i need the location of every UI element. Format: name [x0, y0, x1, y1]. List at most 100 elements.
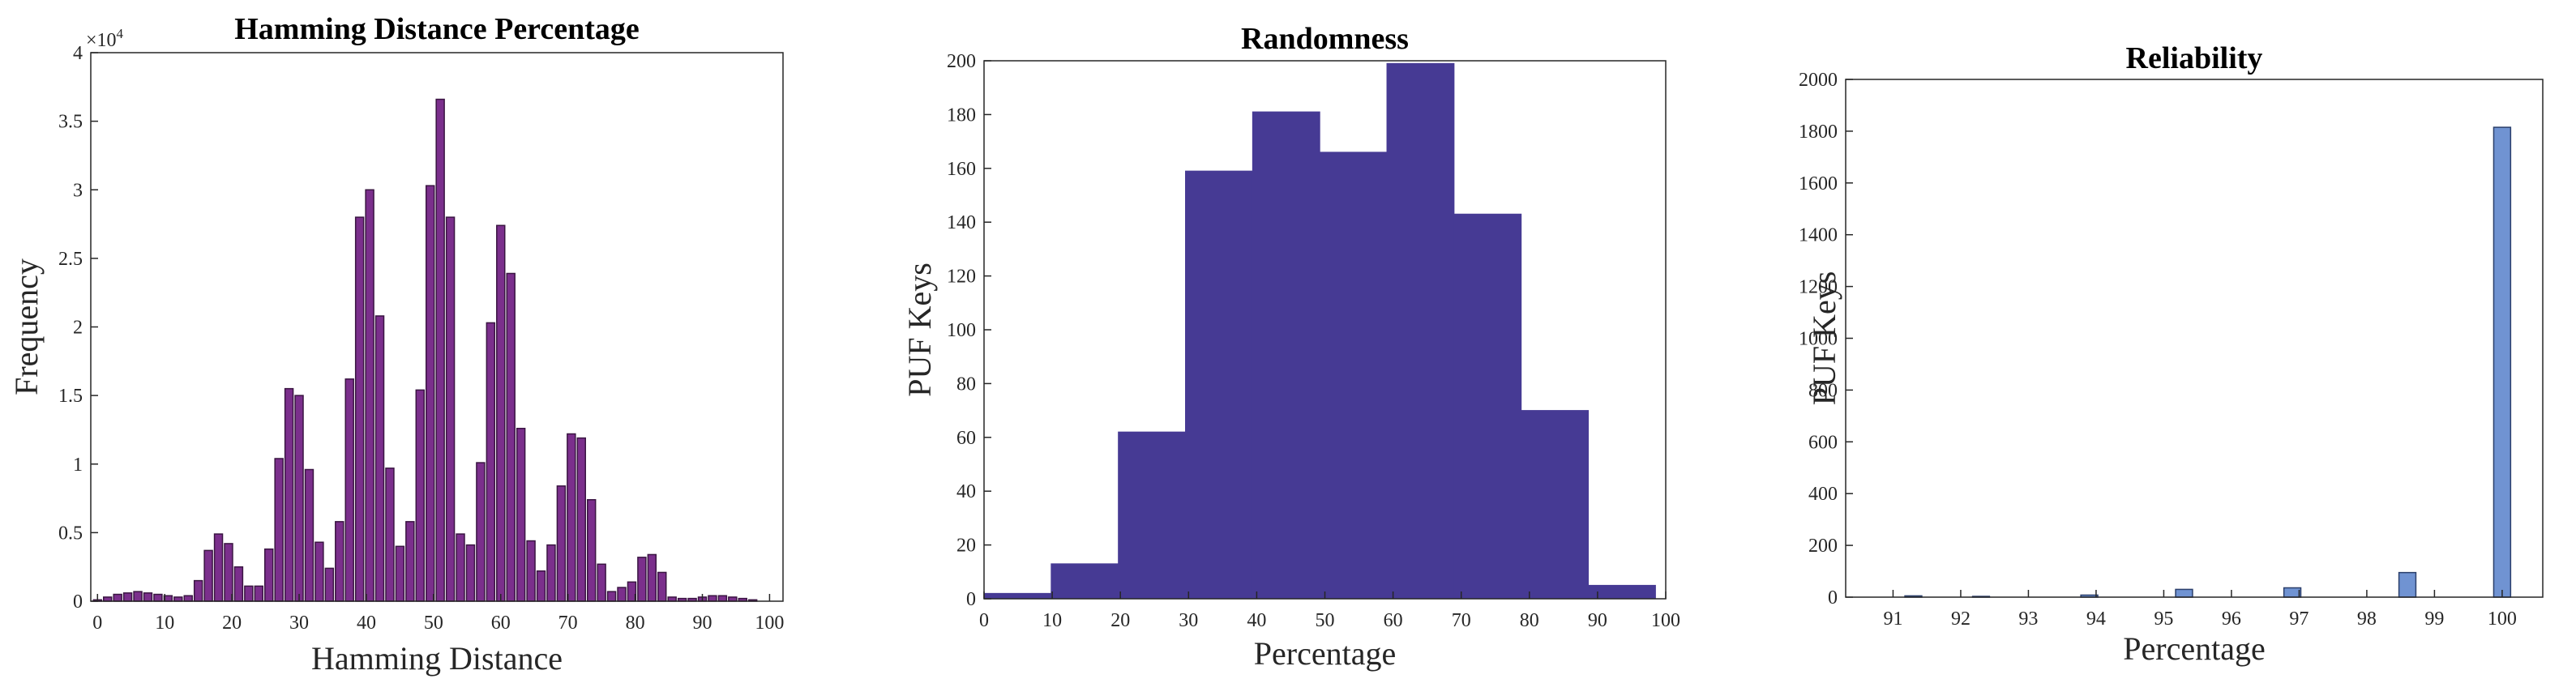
bar [365, 189, 374, 602]
bar [374, 315, 385, 602]
bar [1118, 431, 1187, 600]
y-tick-label: 2.5 [58, 249, 83, 270]
bar [456, 533, 465, 602]
y-tick-label: 1400 [1799, 225, 1838, 246]
bar [657, 571, 667, 602]
bar [2398, 571, 2417, 598]
bar [224, 543, 233, 602]
y-tick-label: 600 [1808, 432, 1838, 453]
x-tick-label: 100 [1651, 610, 1680, 631]
bar [315, 541, 324, 602]
bar [617, 587, 627, 602]
bar [586, 499, 597, 602]
y-tick-label: 1600 [1799, 173, 1838, 194]
x-tick-label: 91 [1883, 608, 1902, 630]
bar [728, 596, 738, 602]
bar [476, 462, 486, 602]
bar [113, 593, 122, 602]
y-tick-label: 800 [1808, 380, 1838, 401]
bar [1252, 111, 1320, 600]
y-tick-label: 0 [73, 591, 83, 613]
bar [203, 549, 213, 602]
x-tick-label: 70 [558, 613, 578, 634]
y-tick-label: 180 [947, 105, 976, 126]
bar [133, 591, 143, 602]
x-tick-label: 98 [2357, 608, 2377, 630]
y-tick-label: 120 [947, 267, 976, 288]
bar [1185, 170, 1253, 600]
bar [395, 545, 405, 602]
x-tick-label: 60 [1384, 610, 1403, 631]
y-tick-label: 40 [956, 481, 976, 502]
x-tick-label: 10 [155, 613, 174, 634]
y-tick-label: 200 [947, 51, 976, 72]
bar [606, 591, 617, 602]
y-tick-label: 0.5 [58, 523, 83, 544]
y-tick-label: 20 [956, 536, 976, 557]
x-tick-label: 60 [491, 613, 511, 634]
chart-title: Hamming Distance Percentage [234, 12, 640, 46]
bar [556, 485, 567, 602]
y-tick-label: 1800 [1799, 122, 1838, 143]
bar [637, 557, 647, 602]
x-tick-label: 92 [1951, 608, 1971, 630]
y-tick-label: 400 [1808, 484, 1838, 505]
bar [425, 185, 435, 602]
bar [354, 216, 365, 602]
x-tick-label: 50 [424, 613, 443, 634]
bar [284, 387, 294, 602]
bar [2493, 126, 2512, 598]
x-tick-label: 97 [2289, 608, 2309, 630]
bar [344, 378, 354, 602]
bar [274, 458, 284, 602]
bar [153, 593, 163, 602]
x-tick-label: 20 [222, 613, 242, 634]
bar [465, 544, 476, 602]
y-axis-label: PUF Keys [1806, 271, 1842, 406]
bar [405, 521, 415, 602]
y-tick-label: 200 [1808, 536, 1838, 557]
x-tick-label: 30 [289, 613, 309, 634]
bar [294, 395, 304, 602]
y-tick-label: 3 [73, 180, 83, 201]
y-multiplier-exponent: 4 [117, 26, 124, 41]
x-axis-label: Hamming Distance [311, 640, 563, 677]
x-tick-label: 10 [1042, 610, 1062, 631]
y-axis-label: Frequency [8, 258, 45, 395]
bar [415, 389, 425, 602]
y-tick-label: 1000 [1799, 329, 1838, 350]
x-tick-label: 100 [2488, 608, 2517, 630]
x-tick-label: 90 [1588, 610, 1607, 631]
y-tick-label: 60 [956, 428, 976, 449]
bar [667, 596, 677, 602]
bar [304, 468, 315, 602]
y-tick-label: 0 [1828, 587, 1838, 608]
bar [567, 433, 576, 602]
bar [2283, 587, 2302, 598]
x-tick-label: 90 [693, 613, 712, 634]
y-axis-label: PUF Keys [901, 263, 938, 397]
bar [597, 563, 606, 602]
bar [445, 216, 456, 602]
y-multiplier-base: ×10 [86, 30, 117, 51]
x-tick-label: 95 [2154, 608, 2173, 630]
bar [486, 322, 496, 602]
bar [1319, 152, 1388, 600]
bar [2175, 588, 2193, 598]
x-tick-label: 30 [1179, 610, 1198, 631]
bar [983, 592, 1052, 600]
x-axis-label: Percentage [1254, 635, 1396, 672]
y-tick-label: 2000 [1799, 70, 1838, 91]
bar [103, 596, 113, 602]
x-axis-label: Percentage [2123, 630, 2265, 667]
plot-area [1846, 79, 2543, 597]
bar [1453, 213, 1522, 600]
y-tick-label: 160 [947, 159, 976, 180]
bar [647, 553, 657, 602]
bar [717, 595, 728, 602]
x-tick-label: 99 [2424, 608, 2444, 630]
bar [496, 224, 506, 602]
bar [183, 595, 193, 602]
bar [435, 98, 445, 602]
